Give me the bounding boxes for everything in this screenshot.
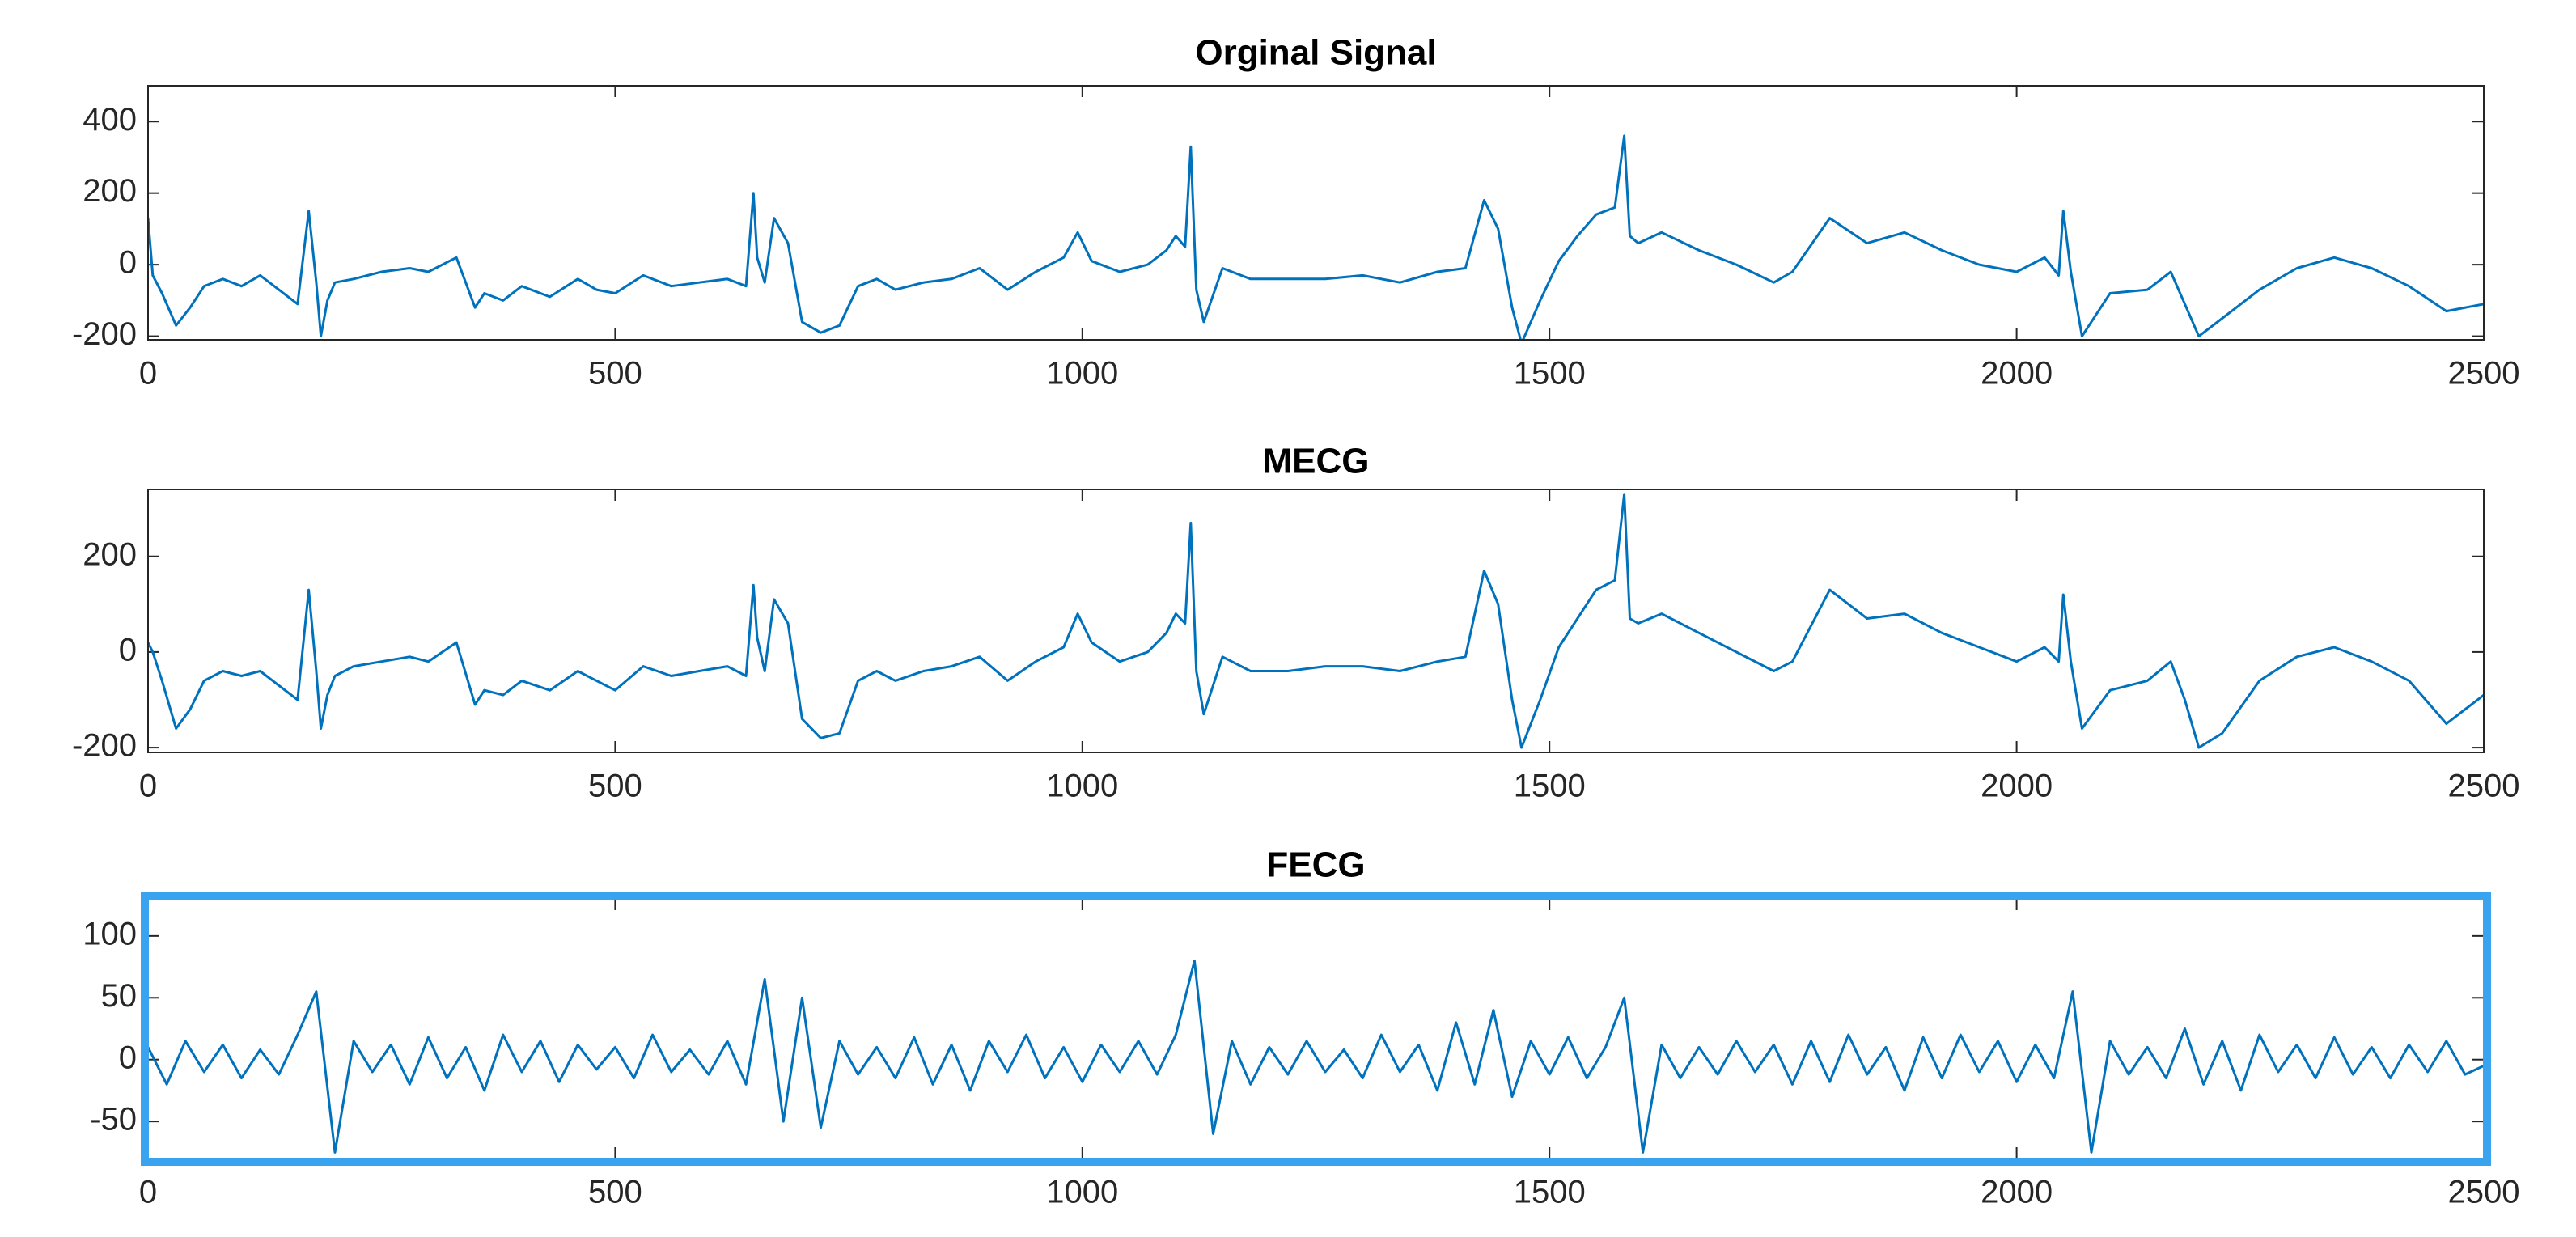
plot-area (148, 86, 2484, 340)
x-tick-label: 500 (588, 769, 642, 804)
signal-line (148, 959, 2484, 1154)
plot-lines (148, 493, 2484, 749)
chart-title: FECG (1266, 845, 1365, 885)
y-tick-label: 100 (83, 916, 137, 951)
signal-line (148, 493, 2484, 749)
y-tick-label: 200 (83, 173, 137, 209)
x-tick-label: 1000 (1046, 356, 1118, 392)
x-tick-label: 1500 (1514, 356, 1586, 392)
plot-area (148, 489, 2484, 752)
chart-title: MECG (1263, 442, 1370, 481)
x-tick-label: 0 (139, 769, 157, 804)
x-tick-label: 1500 (1514, 769, 1586, 804)
plot-lines (148, 134, 2484, 340)
axes-box (147, 85, 2485, 341)
x-tick-label: 1000 (1046, 769, 1118, 804)
y-tick-label: 0 (119, 245, 137, 281)
y-tick-label: 50 (101, 978, 138, 1014)
signal-line (148, 134, 2484, 340)
y-tick-label: 400 (83, 102, 137, 138)
y-tick-label: -50 (90, 1102, 137, 1137)
x-tick-label: 1500 (1514, 1175, 1586, 1210)
plot-lines (148, 959, 2484, 1154)
selection-outline (141, 892, 2491, 1166)
x-tick-label: 2500 (2448, 1175, 2520, 1210)
y-tick-label: 0 (119, 632, 137, 667)
x-tick-label: 2000 (1981, 769, 2053, 804)
y-tick-label: 200 (83, 536, 137, 572)
x-tick-label: 0 (139, 1175, 157, 1210)
chart-title: Orginal Signal (1195, 33, 1436, 73)
x-tick-label: 2000 (1981, 356, 2053, 392)
x-tick-label: 2500 (2448, 356, 2520, 392)
x-tick-label: 2000 (1981, 1175, 2053, 1210)
y-tick-label: 0 (119, 1040, 137, 1075)
x-tick-label: 500 (588, 1175, 642, 1210)
x-tick-label: 1000 (1046, 1175, 1118, 1210)
x-tick-label: 500 (588, 356, 642, 392)
x-tick-label: 2500 (2448, 769, 2520, 804)
plot-area (148, 899, 2484, 1159)
x-tick-label: 0 (139, 356, 157, 392)
axes-box (147, 489, 2485, 753)
y-tick-label: -200 (72, 316, 137, 352)
y-tick-label: -200 (72, 728, 137, 764)
